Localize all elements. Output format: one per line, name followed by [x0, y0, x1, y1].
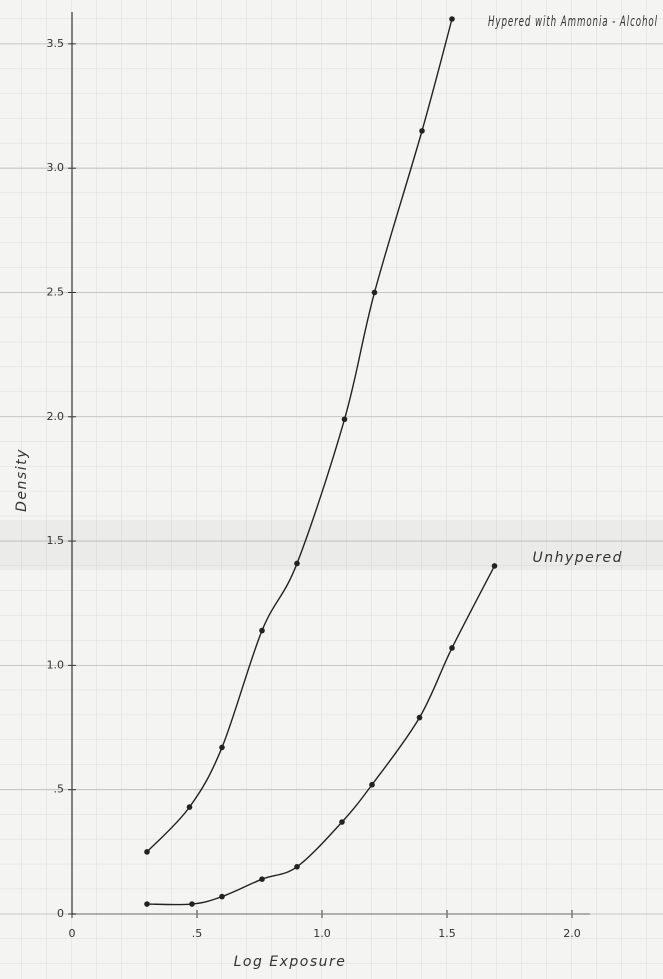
x-tick-label: 1.0: [313, 927, 331, 940]
y-tick-label: 3.0: [47, 161, 65, 174]
x-tick-label: 1.5: [438, 927, 456, 940]
data-point: [449, 16, 455, 22]
data-point: [416, 714, 423, 721]
data-point: [369, 781, 375, 788]
y-tick-label: 2.5: [47, 285, 65, 298]
data-point: [371, 289, 378, 296]
y-tick-label: 3.5: [47, 37, 65, 50]
data-point: [419, 128, 425, 134]
x-tick-label: 0: [69, 927, 76, 940]
y-tick-label: 1.0: [47, 658, 65, 671]
x-tick-label: .5: [192, 927, 203, 940]
x-axis-label: Log Exposure: [234, 954, 347, 970]
y-tick-label: .5: [54, 783, 65, 796]
y-tick-label: 0: [57, 907, 64, 920]
series-label: Hypered with Ammonia - Alcohol: [488, 14, 658, 30]
x-tick-label: 2.0: [563, 927, 581, 940]
data-point: [339, 819, 345, 825]
data-point: [294, 863, 300, 870]
data-point: [341, 416, 348, 423]
data-point: [259, 876, 265, 882]
data-point: [219, 744, 225, 751]
data-point: [144, 849, 150, 855]
data-point: [491, 563, 498, 569]
data-point: [189, 901, 195, 907]
data-point: [186, 804, 193, 810]
data-point: [449, 645, 455, 651]
y-tick-label: 2.0: [47, 410, 65, 423]
data-point: [259, 627, 265, 634]
data-point: [219, 893, 225, 900]
series-line: [146, 18, 453, 853]
series-line: [146, 565, 496, 906]
y-tick-label: 1.5: [47, 534, 65, 547]
paper-shadow: [0, 520, 663, 570]
data-point: [294, 560, 300, 567]
series-label: Unhypered: [533, 550, 624, 566]
y-axis-label: Density: [14, 448, 30, 512]
data-point: [144, 901, 150, 907]
